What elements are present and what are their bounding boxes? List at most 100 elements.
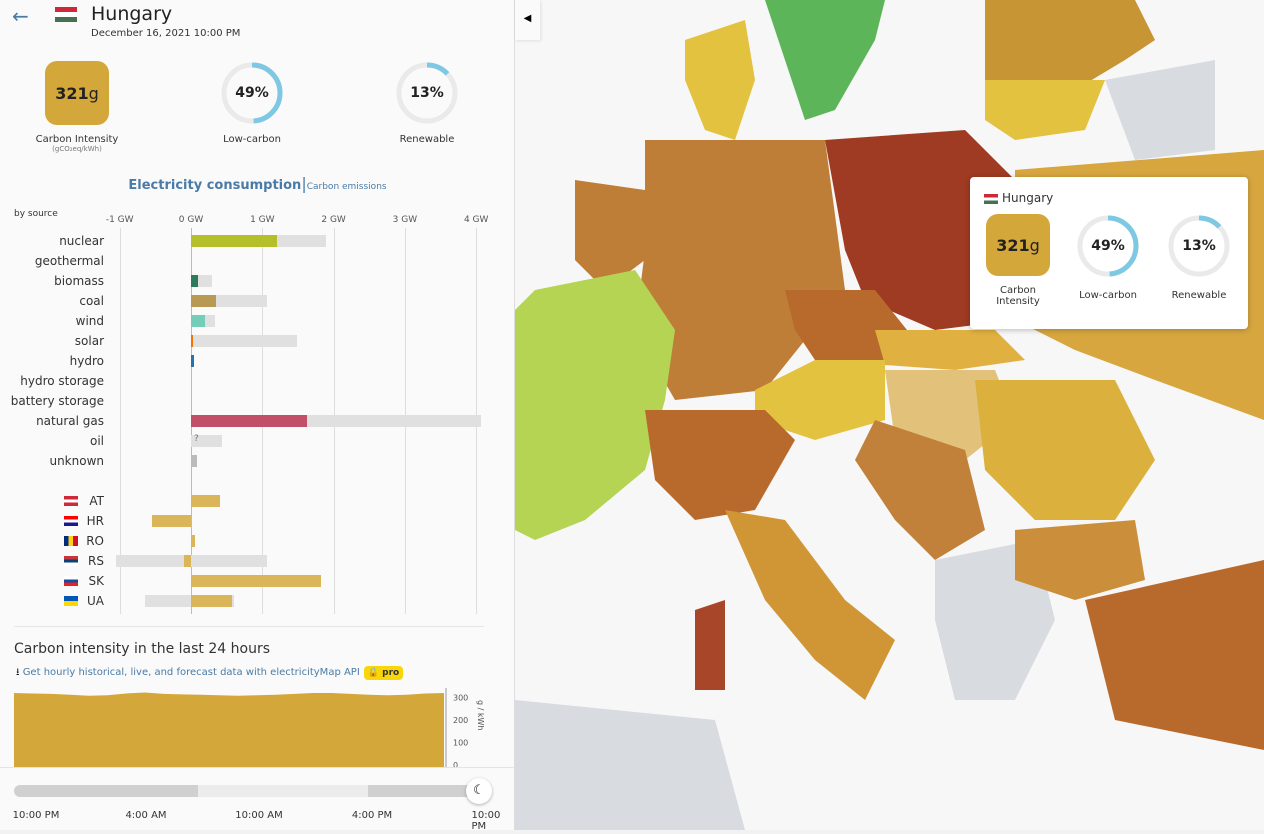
production-bar-hydro[interactable] — [191, 355, 194, 367]
country-tooltip: Hungary 321 g Carbon Intensity 49% Low-ca… — [970, 177, 1248, 329]
renewable-label: Renewable — [399, 134, 455, 145]
country-panel: ← Hungary December 16, 2021 10:00 PM 321… — [0, 0, 515, 830]
api-link[interactable]: ⭳ Get hourly historical, live, and forec… — [16, 665, 404, 682]
region-belarus — [1105, 60, 1215, 160]
moon-icon[interactable]: ☾ — [466, 778, 492, 804]
region-netherlands — [575, 180, 645, 290]
y-unit-label: g / kWh — [476, 700, 485, 730]
tab-separator: | — [301, 174, 307, 193]
timeline-tick-label: 10:00 PM — [471, 810, 501, 830]
region-romania — [975, 380, 1155, 520]
history-area — [14, 692, 444, 768]
x-tick-label: 0 GW — [178, 215, 204, 225]
timeline-tick-label: 10:00 PM — [12, 810, 60, 821]
capacity-bar[interactable] — [191, 335, 297, 347]
low-carbon-label: Low-carbon — [223, 134, 281, 145]
tooltip-carbon-label: Carbon Intensity — [996, 285, 1040, 307]
region-france — [515, 270, 675, 540]
timeline-slider-track[interactable] — [14, 785, 474, 797]
flag-icon-SK — [64, 576, 78, 586]
exchange-label: AT — [89, 494, 104, 508]
region-slovakia — [875, 330, 1025, 370]
carbon-unit-label: (gCO₂eq/kWh) — [52, 145, 102, 153]
timeline: ☾ 10:00 PM 4:00 AM 10:00 AM 4:00 PM 10:00 PM — [0, 767, 514, 830]
source-label: unknown — [49, 454, 104, 468]
exchange-bar-HR[interactable] — [152, 515, 191, 527]
production-bar-natural-gas[interactable] — [191, 415, 308, 427]
hungary-flag-icon — [984, 194, 998, 204]
exchange-label: HR — [86, 514, 104, 528]
region-germany — [635, 140, 845, 400]
tooltip-carbon-box: 321 g — [986, 214, 1050, 276]
y-tick-label: 100 — [453, 739, 468, 748]
exchange-bar-RS[interactable] — [183, 555, 191, 567]
region-africa — [515, 700, 745, 830]
source-label: geothermal — [34, 254, 104, 268]
production-bar-nuclear[interactable] — [191, 235, 277, 247]
source-label: oil — [89, 434, 104, 448]
unknown-note: ? — [194, 434, 199, 444]
exchange-label: RS — [88, 554, 104, 568]
caret-left-icon[interactable]: ◀ — [515, 0, 540, 40]
region-turkey — [1085, 560, 1264, 750]
exchange-bar-AT[interactable] — [191, 495, 220, 507]
low-carbon-value: 49% — [235, 85, 269, 101]
exchange-bar-UA[interactable] — [191, 595, 233, 607]
exchange-bar-SK[interactable] — [191, 575, 321, 587]
production-bar-biomass[interactable] — [191, 275, 199, 287]
flag-icon-RO — [64, 536, 78, 546]
exchange-capacity-bar[interactable] — [116, 555, 268, 567]
production-bar-solar[interactable] — [191, 335, 193, 347]
flag-icon-HR — [64, 516, 78, 526]
download-icon: ⭳ — [16, 667, 20, 678]
region-baltic — [985, 0, 1155, 90]
x-tick-label: 2 GW — [321, 215, 346, 225]
exchange-bar-RO[interactable] — [191, 535, 195, 547]
back-button[interactable]: ← — [12, 4, 29, 28]
by-source-label: by source — [14, 209, 58, 219]
region-sweden — [765, 0, 885, 120]
carbon-unit: g — [88, 83, 99, 103]
source-label: coal — [79, 294, 104, 308]
production-bar-wind[interactable] — [191, 315, 206, 327]
carbon-intensity-box: 321 g — [45, 61, 109, 125]
renewable-ring: 13% — [395, 61, 459, 125]
tooltip-country: Hungary — [1002, 191, 1054, 205]
production-bar-unknown[interactable] — [191, 455, 197, 467]
hungary-flag-icon — [55, 7, 77, 22]
source-label: wind — [75, 314, 104, 328]
y-tick-label: 300 — [453, 694, 468, 703]
source-label: solar — [74, 334, 104, 348]
pro-badge: 🔒 pro — [363, 666, 404, 680]
source-label: battery storage — [10, 394, 104, 408]
mode-tabs: Electricity consumption|Carbon emissions — [0, 174, 514, 193]
renewable-value: 13% — [410, 85, 444, 101]
tab-electricity-consumption[interactable]: Electricity consumption — [128, 178, 302, 193]
divider — [14, 626, 484, 627]
gridline — [119, 228, 121, 614]
api-link-text[interactable]: Get hourly historical, live, and forecas… — [22, 667, 360, 678]
country-title: Hungary — [91, 3, 173, 25]
low-carbon-ring: 49% — [220, 61, 284, 125]
region-italy — [725, 510, 895, 700]
x-tick-label: 3 GW — [392, 215, 418, 225]
capacity-bar[interactable] — [191, 435, 223, 447]
tooltip-renewable-label: Renewable — [1171, 290, 1227, 301]
timeline-tick-label: 4:00 PM — [351, 810, 393, 821]
region-italy-north — [645, 410, 795, 520]
map[interactable] — [515, 0, 1264, 830]
y-tick-label: 200 — [453, 716, 468, 725]
carbon-value: 321 — [55, 83, 89, 103]
tab-carbon-emissions[interactable]: Carbon emissions — [306, 182, 387, 192]
source-label: hydro — [69, 354, 104, 368]
source-label: biomass — [54, 274, 104, 288]
lock-icon: 🔒 — [367, 668, 380, 678]
exchange-label: RO — [86, 534, 104, 548]
flag-icon-AT — [64, 496, 78, 506]
tooltip-low-carbon-label: Low-carbon — [1079, 290, 1137, 301]
map-regions — [515, 0, 1264, 830]
production-bar-coal[interactable] — [191, 295, 216, 307]
flag-icon-RS — [64, 556, 78, 566]
x-tick-label: 1 GW — [250, 215, 275, 225]
datetime: December 16, 2021 10:00 PM — [91, 28, 241, 39]
